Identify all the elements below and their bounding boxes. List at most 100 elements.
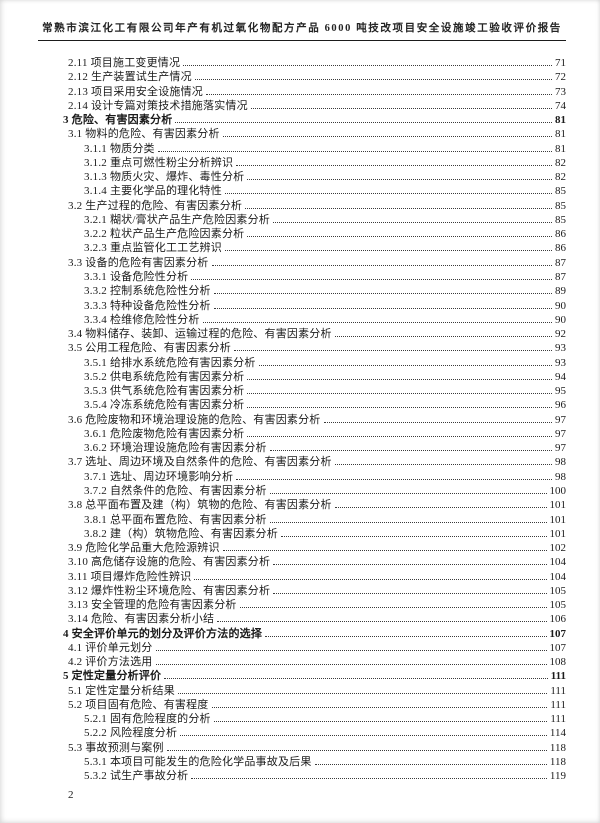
toc-entry-page: 86 xyxy=(555,228,566,241)
toc-entry: 3.6.2 环境治理设施危险有害因素分析 97 xyxy=(63,441,566,455)
toc-entry-label: 3.4 物料储存、装卸、运输过程的危险、有害因素分析 xyxy=(68,328,332,341)
toc-entry: 3.11 项目爆炸危险性辨识 104 xyxy=(63,570,566,584)
toc-entry-label: 2.14 设计专篇对策技术措施落实情况 xyxy=(68,99,248,112)
toc-entry-label: 4.2 评价方法选用 xyxy=(68,656,153,669)
toc-entry-page: 96 xyxy=(555,399,566,412)
toc-entry-label: 3.1.3 物质火灾、爆炸、毒性分析 xyxy=(84,171,245,184)
toc-entry-page: 104 xyxy=(549,556,567,569)
toc-entry: 2.11 项目施工变更情况 71 xyxy=(63,56,566,70)
toc-entry-page: 111 xyxy=(550,698,566,711)
toc-entry-label: 3.8 总平面布置及建（构）筑物的危险、有害因素分析 xyxy=(68,499,332,512)
toc-leader-dots xyxy=(247,236,552,238)
toc-entry: 3.5.2 供电系统危险有害因素分析 94 xyxy=(63,370,566,384)
toc-leader-dots xyxy=(213,721,548,723)
toc-entry: 3.5 公用工程危险、有害因素分析 93 xyxy=(63,341,566,355)
toc-entry: 3.4 物料储存、装卸、运输过程的危险、有害因素分析 92 xyxy=(63,327,566,341)
toc-leader-dots xyxy=(157,150,552,152)
toc-entry: 3.7.2 自然条件的危险、有害因素分析 100 xyxy=(63,484,566,498)
toc-entry-page: 87 xyxy=(555,270,566,283)
toc-entry-page: 106 xyxy=(549,613,567,626)
toc-entry: 3.7.1 选址、周边环境影响分析 98 xyxy=(63,470,566,484)
toc-leader-dots xyxy=(224,193,552,195)
toc-leader-dots xyxy=(258,364,552,366)
toc-leader-dots xyxy=(213,293,552,295)
toc-entry-label: 3.7.1 选址、周边环境影响分析 xyxy=(84,470,234,483)
toc-entry-label: 3.2.2 粒状产品生产危险因素分析 xyxy=(84,228,245,241)
toc-entry-label: 3.12 爆炸性粉尘环境危险、有害因素分析 xyxy=(68,584,271,597)
toc-entry-label: 4 安全评价单元的划分及评价方法的选择 xyxy=(63,627,263,640)
toc-leader-dots xyxy=(273,564,547,566)
toc-entry-page: 94 xyxy=(555,370,566,383)
toc-entry: 3.1.3 物质火灾、爆炸、毒性分析 82 xyxy=(63,170,566,184)
toc-entry-page: 111 xyxy=(550,670,566,683)
toc-entry-page: 118 xyxy=(549,756,566,769)
toc-entry-page: 86 xyxy=(555,242,566,255)
toc-entry-page: 98 xyxy=(555,456,566,469)
toc-entry-label: 3.8.1 总平面布置危险、有害因素分析 xyxy=(84,513,267,526)
toc-entry-page: 89 xyxy=(555,285,566,298)
toc-entry-page: 93 xyxy=(555,342,566,355)
toc-entry-page: 93 xyxy=(555,356,566,369)
toc-entry-page: 101 xyxy=(549,527,567,540)
toc-entry-page: 107 xyxy=(549,627,567,640)
toc-leader-dots xyxy=(191,278,552,280)
toc-entry-page: 114 xyxy=(549,727,566,740)
toc-entry: 3.5.1 给排水系统危险有害因素分析 93 xyxy=(63,356,566,370)
toc-entry-page: 81 xyxy=(555,142,566,155)
toc-entry-label: 3.1 物料的危险、有害因素分析 xyxy=(68,128,220,141)
toc-entry: 5.3 事故预测与案例 118 xyxy=(63,741,566,755)
toc-entry: 3 危险、有害因素分析 81 xyxy=(63,113,566,127)
toc-entry-label: 3.1.4 主要化学品的理化特性 xyxy=(84,185,222,198)
toc-entry-label: 2.11 项目施工变更情况 xyxy=(68,57,181,69)
toc-leader-dots xyxy=(183,65,552,66)
toc-entry-page: 111 xyxy=(550,713,566,726)
toc-entry-label: 4.1 评价单元划分 xyxy=(68,641,153,654)
toc-leader-dots xyxy=(175,122,552,124)
toc-entry: 3.1.1 物质分类 81 xyxy=(63,142,566,156)
toc-entry: 3.2.2 粒状产品生产危险因素分析 86 xyxy=(63,227,566,241)
toc-leader-dots xyxy=(273,592,547,594)
toc-entry: 3.1.4 主要化学品的理化特性 85 xyxy=(63,184,566,198)
toc-entry: 3.3.4 检维修危险性分析 90 xyxy=(63,313,566,327)
toc-entry-label: 3 危险、有害因素分析 xyxy=(63,114,173,127)
toc-entry-page: 102 xyxy=(549,542,567,555)
toc-entry: 3.2.1 糊状/膏状产品生产危险因素分析 85 xyxy=(63,213,566,227)
toc-entry-label: 3.1.1 物质分类 xyxy=(84,142,155,155)
toc-entry-label: 3.13 安全管理的危险有害因素分析 xyxy=(68,599,237,612)
toc-leader-dots xyxy=(233,350,552,352)
toc-entry-label: 3.14 危险、有害因素分析小结 xyxy=(68,613,215,626)
toc-entry-page: 105 xyxy=(549,599,567,612)
toc-entry-label: 5.3.2 试生产事故分析 xyxy=(84,770,189,783)
toc-entry-label: 5.3 事故预测与案例 xyxy=(68,741,164,754)
toc-leader-dots xyxy=(211,264,552,266)
toc-leader-dots xyxy=(194,578,547,580)
toc-entry-label: 3.7 选址、周边环境及自然条件的危险、有害因素分析 xyxy=(68,456,332,469)
toc-entry-label: 3.6.1 危险废物危险有害因素分析 xyxy=(84,427,245,440)
toc-entry-label: 3.5 公用工程危险、有害因素分析 xyxy=(68,342,231,355)
toc-entry-page: 107 xyxy=(549,641,567,654)
toc-entry-page: 104 xyxy=(549,570,567,583)
toc-entry-page: 118 xyxy=(549,741,566,754)
toc-entry-label: 3.2 生产过程的危险、有害因素分析 xyxy=(68,199,243,212)
toc-leader-dots xyxy=(269,450,552,452)
toc-entry: 5.3.2 试生产事故分析 119 xyxy=(63,769,566,783)
toc-entry: 3.2 生产过程的危险、有害因素分析 85 xyxy=(63,199,566,213)
toc-leader-dots xyxy=(191,778,547,780)
toc-entry-page: 95 xyxy=(555,385,566,398)
toc-entry-page: 101 xyxy=(549,499,567,512)
toc-entry: 3.7 选址、周边环境及自然条件的危险、有害因素分析 98 xyxy=(63,455,566,469)
toc-leader-dots xyxy=(247,179,552,181)
toc-entry-label: 3.7.2 自然条件的危险、有害因素分析 xyxy=(84,484,267,497)
toc-entry: 3.3.1 设备危险性分析 87 xyxy=(63,270,566,284)
toc-entry: 5.2 项目固有危险、有害程度 111 xyxy=(63,698,566,712)
toc-entry-page: 111 xyxy=(550,684,566,697)
toc-leader-dots xyxy=(155,664,547,666)
toc-entry: 3.8 总平面布置及建（构）筑物的危险、有害因素分析 101 xyxy=(63,498,566,512)
toc-entry: 3.8.1 总平面布置危险、有害因素分析 101 xyxy=(63,513,566,527)
toc-leader-dots xyxy=(222,550,547,552)
toc-leader-dots xyxy=(323,421,552,423)
toc-entry-label: 3.3 设备的危险有害因素分析 xyxy=(68,256,209,269)
toc-entry: 3.5.4 冷冻系统危险有害因素分析 96 xyxy=(63,398,566,412)
toc-leader-dots xyxy=(280,535,547,537)
toc-entry-label: 3.1.2 重点可燃性粉尘分析辨识 xyxy=(84,156,234,169)
